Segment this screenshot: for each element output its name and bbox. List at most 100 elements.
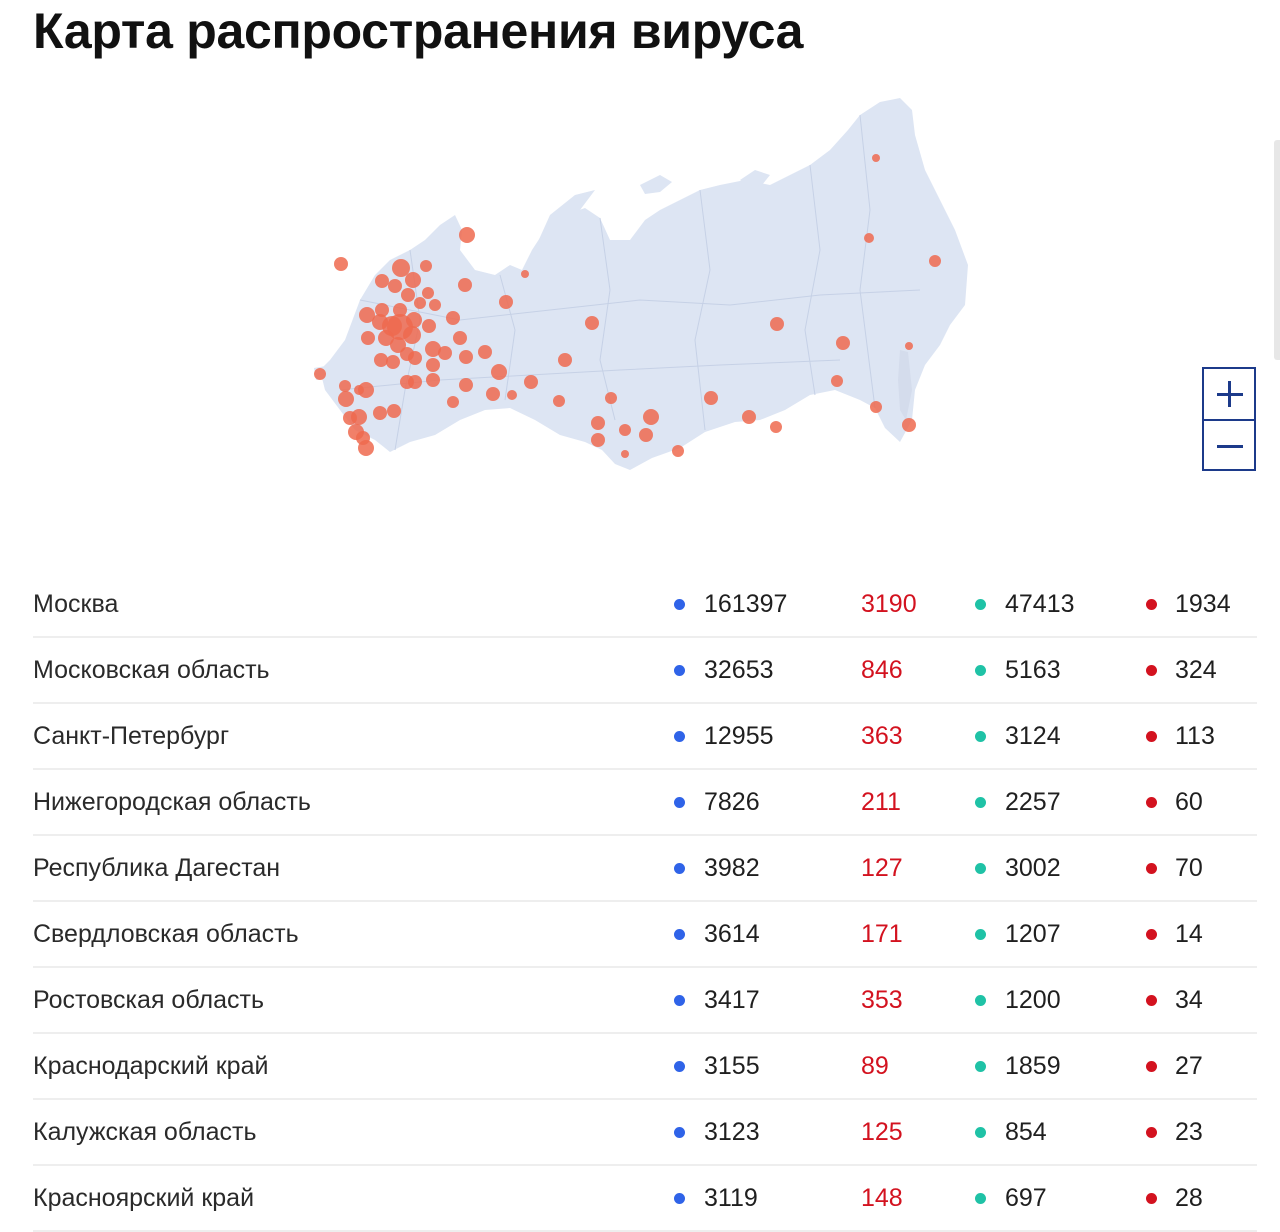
zoom-out-button[interactable]: [1204, 419, 1254, 471]
russia-map-svg[interactable]: [300, 90, 990, 490]
hotspot-marker[interactable]: [478, 345, 492, 359]
cases-dot: [674, 797, 685, 808]
hotspot-marker[interactable]: [643, 409, 659, 425]
hotspot-marker[interactable]: [375, 303, 389, 317]
hotspot-marker[interactable]: [491, 364, 507, 380]
hotspot-marker[interactable]: [639, 428, 653, 442]
hotspot-marker[interactable]: [406, 312, 422, 328]
hotspot-marker[interactable]: [902, 418, 916, 432]
virus-map[interactable]: [300, 90, 990, 490]
hotspot-marker[interactable]: [864, 233, 874, 243]
hotspot-marker[interactable]: [420, 260, 432, 272]
hotspot-marker[interactable]: [905, 342, 913, 350]
hotspot-marker[interactable]: [507, 390, 517, 400]
hotspot-marker[interactable]: [405, 272, 421, 288]
hotspot-marker[interactable]: [422, 319, 436, 333]
hotspot-marker[interactable]: [359, 307, 375, 323]
table-row[interactable]: Нижегородская область 7826 211 2257 60: [33, 770, 1257, 836]
hotspot-marker[interactable]: [334, 257, 348, 271]
hotspot-marker[interactable]: [929, 255, 941, 267]
hotspot-marker[interactable]: [374, 353, 388, 367]
recovered-count: 3124: [1005, 722, 1061, 750]
hotspot-marker[interactable]: [446, 311, 460, 325]
total-cases: 161397: [704, 590, 788, 618]
hotspot-marker[interactable]: [358, 440, 374, 456]
hotspot-marker[interactable]: [524, 375, 538, 389]
hotspot-marker[interactable]: [619, 424, 631, 436]
new-cases: 211: [861, 788, 901, 816]
hotspot-marker[interactable]: [585, 316, 599, 330]
table-row[interactable]: Калужская область 3123 125 854 23: [33, 1100, 1257, 1166]
table-row[interactable]: Республика Дагестан 3982 127 3002 70: [33, 836, 1257, 902]
hotspot-marker[interactable]: [387, 404, 401, 418]
hotspot-marker[interactable]: [351, 409, 367, 425]
table-row[interactable]: Красноярский край 3119 148 697 28: [33, 1166, 1257, 1232]
hotspot-marker[interactable]: [403, 326, 421, 344]
table-row[interactable]: Краснодарский край 3155 89 1859 27: [33, 1034, 1257, 1100]
hotspot-marker[interactable]: [553, 395, 565, 407]
hotspot-marker[interactable]: [742, 410, 756, 424]
hotspot-marker[interactable]: [499, 295, 513, 309]
hotspot-marker[interactable]: [414, 297, 426, 309]
new-cases: 125: [861, 1118, 903, 1146]
hotspot-marker[interactable]: [704, 391, 718, 405]
total-cases: 32653: [704, 656, 774, 684]
page-scrollbar[interactable]: [1274, 140, 1280, 360]
hotspot-marker[interactable]: [459, 378, 473, 392]
hotspot-marker[interactable]: [605, 392, 617, 404]
hotspot-marker[interactable]: [393, 303, 407, 317]
hotspot-marker[interactable]: [390, 337, 406, 353]
new-cases: 353: [861, 986, 903, 1014]
hotspot-marker[interactable]: [770, 317, 784, 331]
region-name: Краснодарский край: [33, 1052, 269, 1080]
total-cases: 7826: [704, 788, 760, 816]
hotspot-marker[interactable]: [388, 279, 402, 293]
hotspot-marker[interactable]: [429, 299, 441, 311]
hotspot-marker[interactable]: [426, 358, 440, 372]
hotspot-marker[interactable]: [870, 401, 882, 413]
hotspot-marker[interactable]: [521, 270, 529, 278]
hotspot-marker[interactable]: [422, 287, 434, 299]
hotspot-marker[interactable]: [447, 396, 459, 408]
deaths-dot: [1146, 797, 1157, 808]
hotspot-marker[interactable]: [836, 336, 850, 350]
hotspot-marker[interactable]: [558, 353, 572, 367]
hotspot-marker[interactable]: [621, 450, 629, 458]
hotspot-marker[interactable]: [770, 421, 782, 433]
hotspot-marker[interactable]: [401, 288, 415, 302]
severnaya-zemlya: [640, 175, 672, 194]
hotspot-marker[interactable]: [459, 227, 475, 243]
hotspot-marker[interactable]: [338, 391, 354, 407]
hotspot-marker[interactable]: [373, 406, 387, 420]
hotspot-marker[interactable]: [378, 330, 394, 346]
hotspot-marker[interactable]: [375, 274, 389, 288]
hotspot-marker[interactable]: [314, 368, 326, 380]
hotspot-marker[interactable]: [591, 416, 605, 430]
hotspot-marker[interactable]: [425, 341, 441, 357]
hotspot-marker[interactable]: [672, 445, 684, 457]
table-row[interactable]: Москва 161397 3190 47413 1934: [33, 572, 1257, 638]
table-row[interactable]: Ростовская область 3417 353 1200 34: [33, 968, 1257, 1034]
table-row[interactable]: Свердловская область 3614 171 1207 14: [33, 902, 1257, 968]
table-row[interactable]: Московская область 32653 846 5163 324: [33, 638, 1257, 704]
hotspot-marker[interactable]: [426, 373, 440, 387]
hotspot-marker[interactable]: [591, 433, 605, 447]
hotspot-marker[interactable]: [486, 387, 500, 401]
hotspot-marker[interactable]: [438, 346, 452, 360]
hotspot-marker[interactable]: [392, 259, 410, 277]
hotspot-marker[interactable]: [354, 385, 364, 395]
hotspot-marker[interactable]: [872, 154, 880, 162]
hotspot-marker[interactable]: [458, 278, 472, 292]
hotspot-marker[interactable]: [831, 375, 843, 387]
zoom-in-button[interactable]: [1204, 369, 1254, 419]
hotspot-marker[interactable]: [408, 375, 422, 389]
recovered-dot: [975, 929, 986, 940]
hotspot-marker[interactable]: [372, 314, 388, 330]
hotspot-marker[interactable]: [459, 350, 473, 364]
hotspot-marker[interactable]: [408, 351, 422, 365]
table-row[interactable]: Санкт-Петербург 12955 363 3124 113: [33, 704, 1257, 770]
hotspot-marker[interactable]: [386, 355, 400, 369]
hotspot-marker[interactable]: [339, 380, 351, 392]
hotspot-marker[interactable]: [453, 331, 467, 345]
hotspot-marker[interactable]: [361, 331, 375, 345]
